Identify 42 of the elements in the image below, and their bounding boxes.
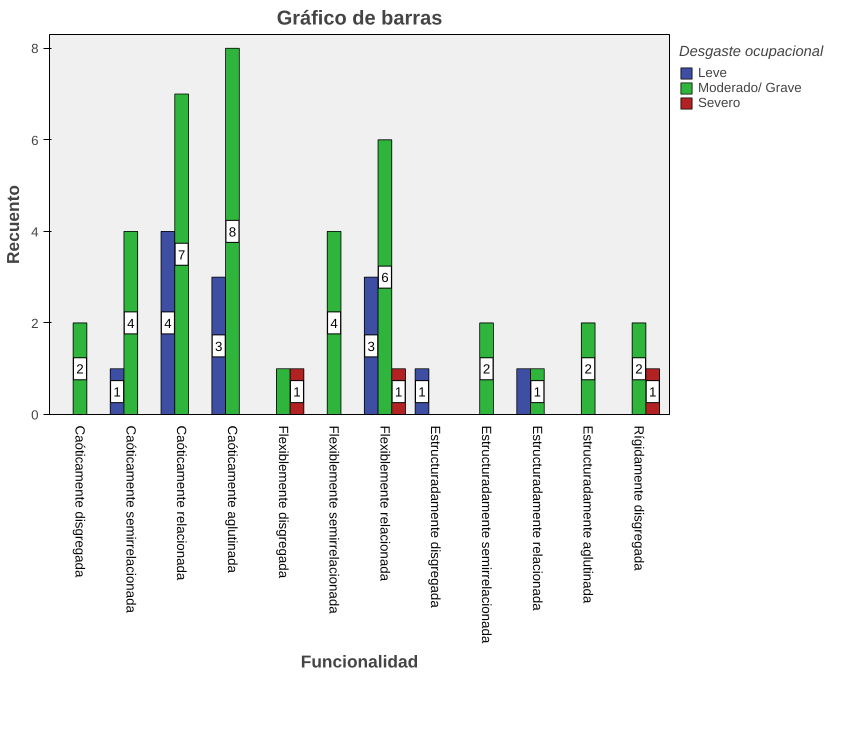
x-tick-label: Estructuradamente aglutinada bbox=[580, 426, 596, 604]
legend-title: Desgaste ocupacional bbox=[679, 44, 824, 60]
data-label: 2 bbox=[635, 362, 643, 377]
data-label: 1 bbox=[293, 384, 301, 400]
x-tick-label: Estructuradamente semirrelacionada bbox=[479, 426, 494, 644]
chart-title: Gráfico de barras bbox=[276, 8, 442, 30]
data-label: 7 bbox=[178, 247, 186, 262]
data-label: 2 bbox=[482, 362, 490, 377]
x-tick-label: Caóticamente relacionada bbox=[174, 426, 190, 581]
legend-label: Moderado/ Grave bbox=[698, 80, 802, 95]
data-label: 1 bbox=[534, 384, 542, 400]
data-label: 1 bbox=[418, 384, 426, 400]
x-tick-label: Estructuradamente relacionada bbox=[530, 426, 545, 612]
data-label: 2 bbox=[584, 362, 592, 377]
data-label: 3 bbox=[367, 338, 375, 354]
x-tick-label: Caóticamente semirrelacionada bbox=[123, 426, 138, 614]
legend-label: Severo bbox=[698, 95, 740, 110]
data-label: 4 bbox=[330, 316, 338, 331]
data-label: 1 bbox=[649, 384, 656, 400]
x-axis-title: Funcionalidad bbox=[300, 651, 418, 672]
legend-label: Leve bbox=[698, 65, 727, 80]
x-tick-label: Flexiblemente semirrelacionada bbox=[326, 426, 342, 614]
data-label: 1 bbox=[394, 384, 402, 400]
data-label: 4 bbox=[164, 316, 172, 331]
data-label: 2 bbox=[76, 362, 84, 377]
y-tick-label: 0 bbox=[31, 408, 39, 422]
data-label: 4 bbox=[127, 316, 136, 331]
y-tick-label: 4 bbox=[31, 224, 40, 240]
x-tick-label: Flexiblemente disgregada bbox=[276, 426, 291, 579]
y-tick-label: 2 bbox=[31, 316, 39, 331]
x-tick-label: Caóticamente disgregada bbox=[72, 426, 88, 578]
data-label: 6 bbox=[381, 270, 389, 286]
y-tick-label: 8 bbox=[31, 41, 39, 56]
x-tick-label: Flexiblemente relacionada bbox=[377, 426, 392, 582]
x-tick-label: Caóticamente aglutinada bbox=[224, 426, 240, 574]
x-tick-label: Rígidamente disgregada bbox=[632, 426, 647, 572]
data-label: 8 bbox=[228, 224, 236, 240]
y-axis-title: Recuento bbox=[3, 185, 24, 264]
data-label: 1 bbox=[113, 384, 121, 400]
y-tick-label: 6 bbox=[31, 132, 39, 148]
data-label: 3 bbox=[215, 338, 222, 354]
x-tick-label: Estructuradamente disgregada bbox=[428, 426, 444, 608]
